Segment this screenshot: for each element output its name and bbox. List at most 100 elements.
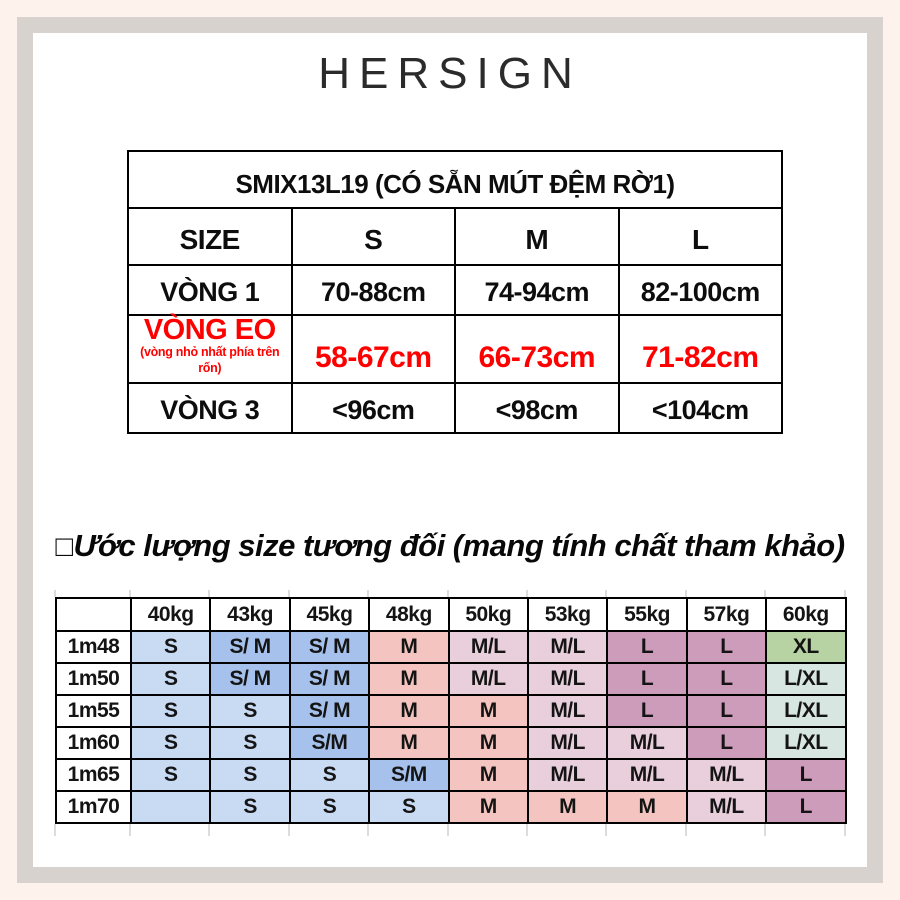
spec-value: <98cm bbox=[454, 382, 620, 435]
gridline-stub bbox=[446, 590, 449, 597]
spec-row-vong3: VÒNG 3 <96cm <98cm <104cm bbox=[127, 382, 783, 435]
weight-header: 43kg bbox=[209, 597, 291, 632]
size-spec-table: SMIX13L19 (CÓ SẴN MÚT ĐỆM RỜ1) SIZE S M … bbox=[127, 150, 783, 435]
weight-header: 50kg bbox=[447, 597, 529, 632]
size-cell: M/L bbox=[526, 662, 609, 696]
estimate-row: 1m50 S S/ M S/ M M M/L M/L L L L/XL bbox=[55, 662, 847, 696]
size-cell: M/L bbox=[526, 630, 609, 664]
gridline-stub bbox=[526, 590, 528, 597]
gridline-stub bbox=[129, 590, 131, 597]
spec-header-row: SIZE S M L bbox=[127, 207, 783, 266]
size-cell: L bbox=[765, 790, 847, 824]
size-cell: S bbox=[129, 758, 212, 792]
spec-row-label: VÒNG 1 bbox=[127, 264, 293, 316]
size-cell: S bbox=[129, 630, 212, 664]
size-cell: M bbox=[447, 758, 529, 792]
size-cell: L bbox=[606, 694, 688, 728]
spec-header-l: L bbox=[617, 207, 783, 266]
size-cell: L bbox=[685, 630, 768, 664]
size-cell: S/M bbox=[288, 726, 371, 760]
gridline-stub bbox=[843, 824, 846, 836]
content-area: HERSIGN SMIX13L19 (CÓ SẴN MÚT ĐỆM RỜ1) S… bbox=[33, 33, 867, 867]
gridline-stub bbox=[367, 590, 370, 597]
size-cell bbox=[129, 790, 212, 824]
estimate-row: 1m60 S S S/M M M M/L M/L L L/XL bbox=[55, 726, 847, 760]
size-estimate-table: 40kg 43kg 45kg 48kg 50kg 53kg 55kg 57kg 60kg 1m4… bbox=[55, 597, 847, 824]
size-cell: M/L bbox=[526, 694, 609, 728]
weight-header: 55kg bbox=[606, 597, 688, 632]
gridline-stub bbox=[764, 590, 767, 597]
size-cell: L/XL bbox=[765, 662, 847, 696]
spec-row-sublabel: (vòng nhỏ nhất phía trên rốn) bbox=[140, 345, 280, 375]
height-label: 1m70 bbox=[55, 790, 132, 824]
weight-header-row: 40kg 43kg 45kg 48kg 50kg 53kg 55kg 57kg 60kg bbox=[55, 597, 847, 632]
size-cell: S bbox=[129, 694, 212, 728]
size-cell: M/L bbox=[685, 790, 768, 824]
size-cell: S bbox=[209, 758, 291, 792]
size-cell: M/L bbox=[447, 630, 529, 664]
size-cell: L/XL bbox=[765, 726, 847, 760]
size-cell: L bbox=[685, 726, 768, 760]
gridline-stub bbox=[684, 824, 687, 836]
estimate-heading-text: Ước lượng size tương đối (mang tính chất… bbox=[73, 528, 845, 563]
spec-value: <104cm bbox=[617, 382, 783, 435]
gridline-stub bbox=[54, 590, 56, 597]
gridline-stub bbox=[684, 590, 687, 597]
gridline-stub bbox=[446, 824, 449, 836]
gridline-stub bbox=[54, 824, 56, 836]
spec-value: 74-94cm bbox=[454, 264, 620, 316]
estimate-row: 1m70 S S S M M M M/L L bbox=[55, 790, 847, 824]
weight-header: 40kg bbox=[129, 597, 212, 632]
gridline-stub bbox=[129, 824, 131, 836]
gridline-stub bbox=[208, 590, 211, 597]
size-cell: M bbox=[368, 726, 450, 760]
spec-value: 58-67cm bbox=[290, 313, 456, 385]
size-cell: S bbox=[288, 758, 371, 792]
spec-value: 82-100cm bbox=[617, 264, 783, 316]
weight-header: 45kg bbox=[288, 597, 371, 632]
height-label: 1m60 bbox=[55, 726, 132, 760]
size-cell: S/ M bbox=[288, 630, 371, 664]
size-cell: L/XL bbox=[765, 694, 847, 728]
spec-row-vong-eo: VÒNG EO (vòng nhỏ nhất phía trên rốn) 58… bbox=[127, 313, 783, 385]
size-cell: S/ M bbox=[288, 662, 371, 696]
size-cell: M bbox=[526, 790, 609, 824]
weight-header: 60kg bbox=[765, 597, 847, 632]
size-cell: M/L bbox=[606, 726, 688, 760]
spec-title: SMIX13L19 (CÓ SẴN MÚT ĐỆM RỜ1) bbox=[127, 150, 783, 209]
size-cell: L bbox=[765, 758, 847, 792]
size-cell: M/L bbox=[526, 758, 609, 792]
spec-value: 71-82cm bbox=[617, 313, 783, 385]
height-label: 1m50 bbox=[55, 662, 132, 696]
size-cell: S/M bbox=[368, 758, 450, 792]
size-estimate-wrap: 40kg 43kg 45kg 48kg 50kg 53kg 55kg 57kg 60kg 1m4… bbox=[54, 590, 847, 836]
spec-value: 66-73cm bbox=[454, 313, 620, 385]
weight-header: 48kg bbox=[368, 597, 450, 632]
size-cell: S bbox=[129, 662, 212, 696]
size-cell: M bbox=[447, 694, 529, 728]
size-cell: S/ M bbox=[209, 630, 291, 664]
size-cell: M bbox=[368, 630, 450, 664]
gridline-stub bbox=[287, 590, 290, 597]
gridline-stub bbox=[208, 824, 211, 836]
size-cell: S bbox=[209, 726, 291, 760]
spec-row-label-text: VÒNG EO bbox=[143, 314, 276, 346]
weight-header: 53kg bbox=[526, 597, 609, 632]
size-cell: M/L bbox=[606, 758, 688, 792]
spec-value: <96cm bbox=[290, 382, 456, 435]
gridline-stub bbox=[367, 824, 370, 836]
photo-frame: HERSIGN SMIX13L19 (CÓ SẴN MÚT ĐỆM RỜ1) S… bbox=[17, 17, 883, 883]
gridline-stub bbox=[843, 590, 846, 597]
estimate-row: 1m55 S S S/ M M M M/L L L L/XL bbox=[55, 694, 847, 728]
brand-logo: HERSIGN bbox=[318, 49, 582, 98]
size-cell: M/L bbox=[685, 758, 768, 792]
size-cell: S bbox=[288, 790, 371, 824]
spec-row-label: VÒNG EO (vòng nhỏ nhất phía trên rốn) bbox=[127, 313, 293, 385]
height-label: 1m55 bbox=[55, 694, 132, 728]
size-cell: S bbox=[209, 790, 291, 824]
gridline-stub bbox=[526, 824, 528, 836]
size-cell: M/L bbox=[526, 726, 609, 760]
size-cell: S bbox=[129, 726, 212, 760]
gridline-stub bbox=[605, 824, 608, 836]
spec-header-m: M bbox=[454, 207, 620, 266]
